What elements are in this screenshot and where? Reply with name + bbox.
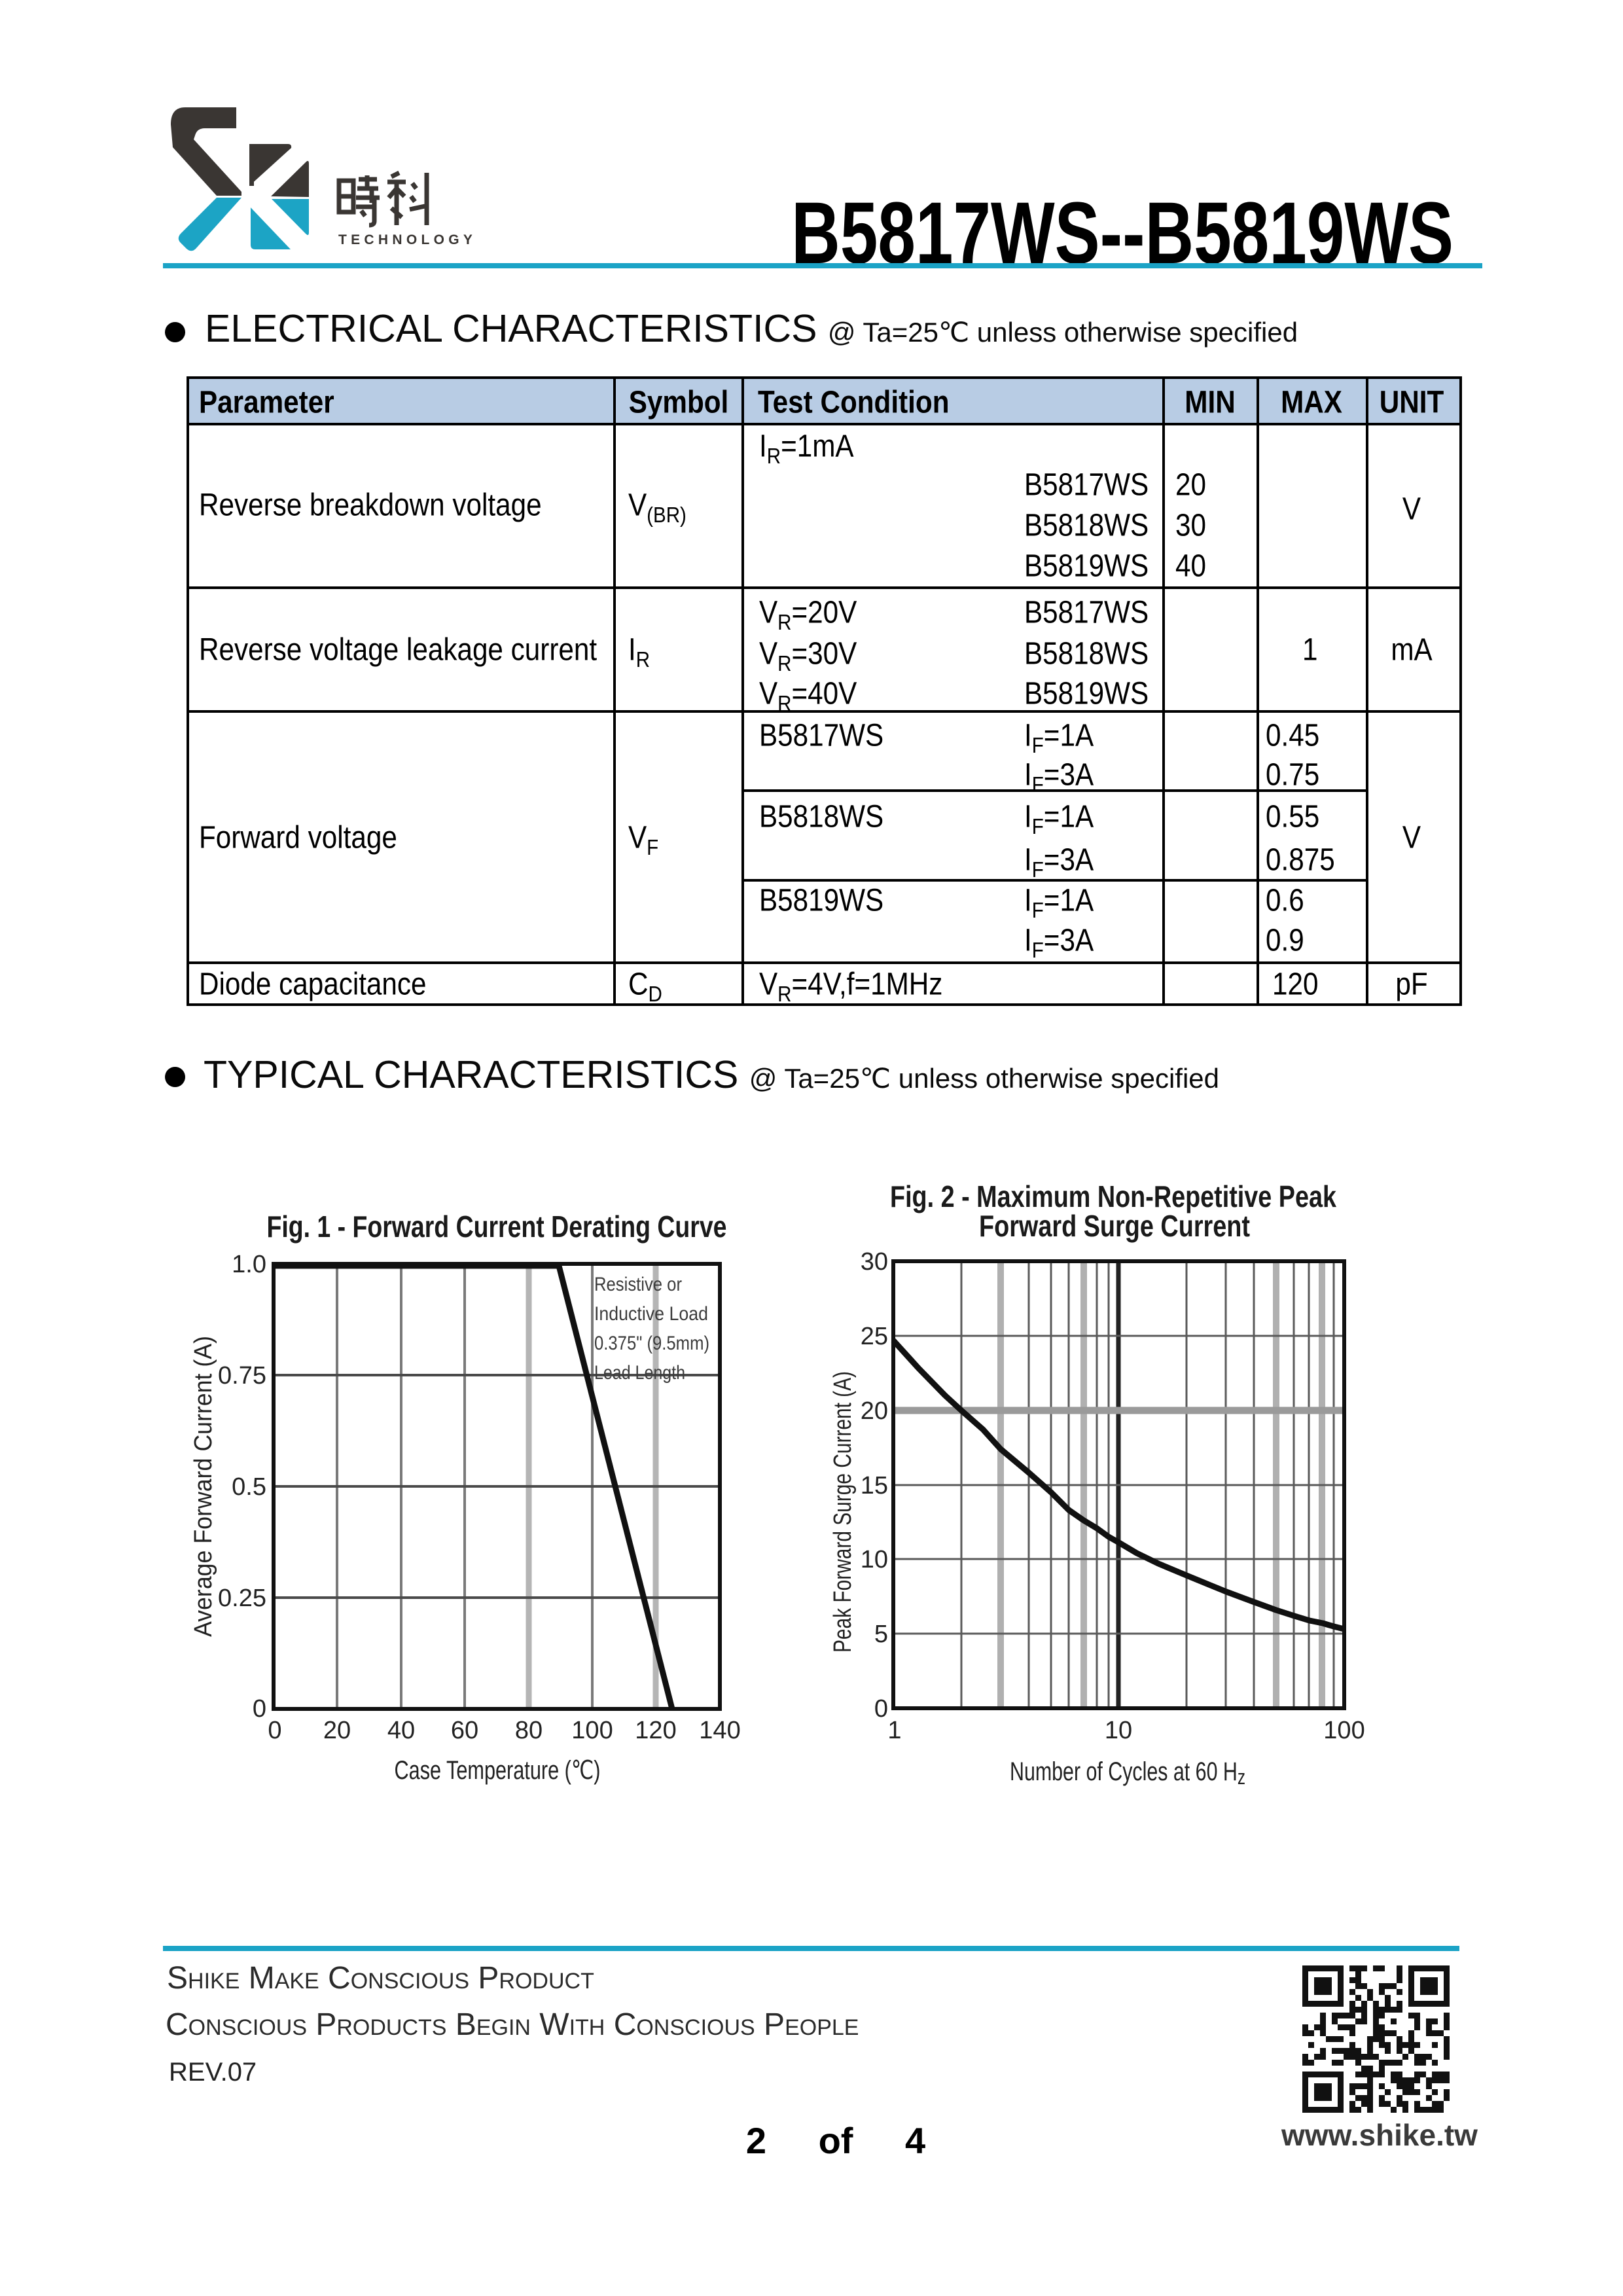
svg-text:60: 60 xyxy=(451,1717,478,1744)
svg-text:140: 140 xyxy=(699,1717,740,1744)
svg-text:Forward Surge Current: Forward Surge Current xyxy=(979,1209,1250,1243)
svg-text:0.75: 0.75 xyxy=(218,1362,266,1390)
svg-text:Case Temperature (℃): Case Temperature (℃) xyxy=(395,1756,601,1785)
svg-text:20: 20 xyxy=(861,1397,888,1425)
svg-text:25: 25 xyxy=(861,1323,888,1350)
svg-text:Average Forward Current (A): Average Forward Current (A) xyxy=(190,1336,217,1637)
svg-text:Fig. 1 - Forward Current Derat: Fig. 1 - Forward Current Derating Curve xyxy=(267,1210,727,1244)
svg-text:100: 100 xyxy=(571,1717,613,1744)
svg-text:80: 80 xyxy=(515,1717,543,1744)
svg-text:Fig. 2 - Maximum Non-Repetitiv: Fig. 2 - Maximum Non-Repetitive Peak xyxy=(890,1179,1336,1213)
svg-text:100: 100 xyxy=(1323,1717,1364,1744)
svg-text:Lead Length: Lead Length xyxy=(594,1362,685,1384)
svg-text:1.0: 1.0 xyxy=(232,1251,266,1278)
svg-text:1: 1 xyxy=(887,1717,901,1744)
svg-text:Number of Cycles at 60 Hz: Number of Cycles at 60 Hz xyxy=(1010,1757,1245,1789)
svg-text:40: 40 xyxy=(387,1717,415,1744)
svg-text:0: 0 xyxy=(253,1695,266,1723)
svg-text:20: 20 xyxy=(323,1717,351,1744)
svg-text:Resistive or: Resistive or xyxy=(594,1274,682,1295)
svg-text:15: 15 xyxy=(861,1472,888,1499)
svg-text:Inductive Load: Inductive Load xyxy=(594,1303,708,1325)
svg-text:0.375" (9.5mm): 0.375" (9.5mm) xyxy=(594,1333,709,1354)
svg-text:0: 0 xyxy=(874,1695,888,1723)
svg-text:Peak Forward Surge Current (A): Peak Forward Surge Current (A) xyxy=(829,1371,857,1653)
svg-text:0.5: 0.5 xyxy=(232,1473,266,1501)
svg-text:0: 0 xyxy=(268,1717,281,1744)
svg-text:10: 10 xyxy=(1105,1717,1132,1744)
svg-text:5: 5 xyxy=(874,1621,888,1648)
svg-text:0.25: 0.25 xyxy=(218,1585,266,1612)
svg-text:120: 120 xyxy=(635,1717,676,1744)
svg-text:30: 30 xyxy=(861,1248,888,1276)
svg-text:10: 10 xyxy=(861,1546,888,1573)
